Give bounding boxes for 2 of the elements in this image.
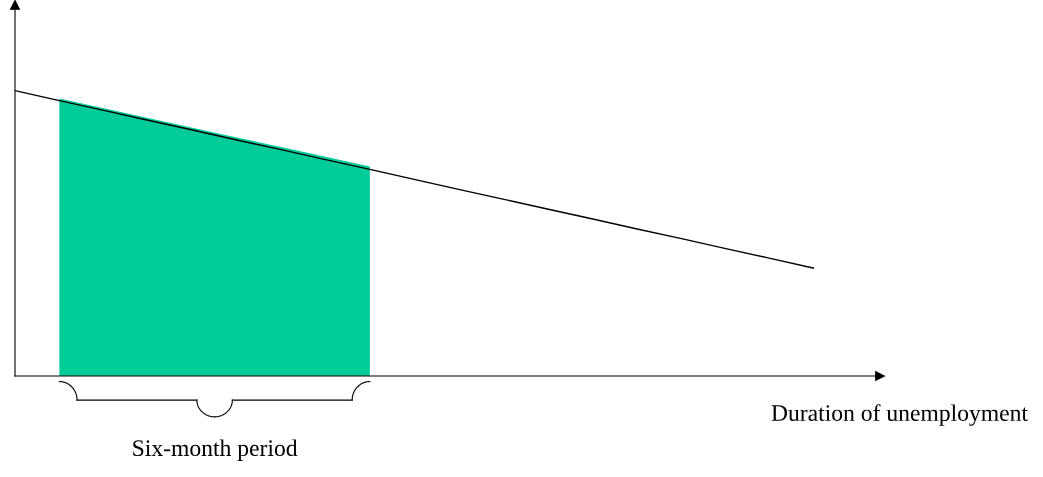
- text: Six-month period: [133, 439, 298, 461]
- x-axis-title: Duration of unemployment: [771, 404, 1028, 426]
